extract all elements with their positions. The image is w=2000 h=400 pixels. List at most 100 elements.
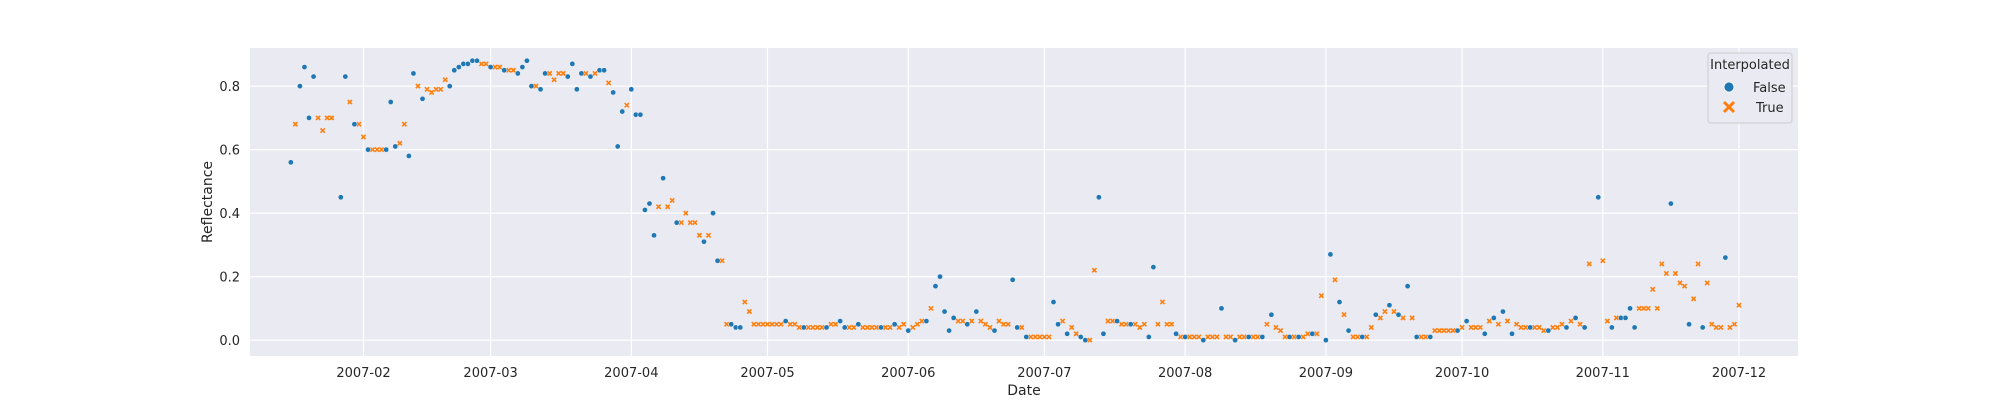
data-point-true <box>1227 334 1234 340</box>
data-point-true <box>1441 327 1447 334</box>
y-tick-label: 0.6 <box>219 144 240 159</box>
x-tick-label: 2007-08 <box>1158 366 1212 381</box>
legend-true-label: True <box>1755 101 1784 116</box>
data-point-false <box>1173 330 1179 337</box>
y-axis-label: Reflectance <box>200 161 216 243</box>
data-point-true <box>851 324 857 331</box>
data-point-true <box>1736 302 1742 308</box>
data-point-true <box>1236 334 1243 340</box>
data-point-true <box>1681 283 1688 289</box>
data-point-true <box>583 70 589 77</box>
data-point-true <box>1137 324 1143 331</box>
data-point-false <box>855 321 862 328</box>
data-point-false <box>1686 321 1692 328</box>
data-point-true <box>401 121 408 127</box>
data-point-true <box>1468 324 1474 331</box>
data-point-false <box>619 108 626 115</box>
data-point-false <box>1232 337 1238 343</box>
x-tick-label: 2007-06 <box>881 366 935 381</box>
data-point-false <box>1481 330 1488 337</box>
data-point-true <box>692 219 698 226</box>
data-point-true <box>896 324 902 331</box>
data-point-true <box>347 99 353 105</box>
data-point-true <box>1532 324 1538 331</box>
data-point-true <box>982 321 989 327</box>
legend-false-marker <box>1723 81 1735 93</box>
data-point-false <box>614 143 621 150</box>
data-point-false <box>1023 334 1030 340</box>
data-point-true <box>1586 261 1592 267</box>
data-point-true <box>510 67 516 73</box>
data-point-true <box>1513 321 1520 327</box>
data-point-true <box>1155 321 1161 327</box>
data-point-false <box>823 324 830 331</box>
data-point-false <box>1545 327 1552 334</box>
data-point-true <box>1709 321 1715 327</box>
data-point-true <box>1073 331 1079 337</box>
y-tick-label: 0.4 <box>219 207 240 222</box>
data-point-true <box>1273 324 1279 331</box>
data-point-true <box>546 70 553 77</box>
data-point-false <box>310 73 317 80</box>
data-point-false <box>1336 299 1343 305</box>
data-point-true <box>624 102 630 108</box>
data-point-true <box>773 321 780 327</box>
data-point-true <box>560 70 566 77</box>
data-point-false <box>878 324 884 331</box>
data-point-false <box>1373 311 1379 318</box>
data-point-false <box>651 232 657 239</box>
data-point-false <box>1096 194 1102 201</box>
data-point-true <box>329 115 335 121</box>
data-point-true <box>478 61 485 67</box>
data-point-true <box>1196 334 1202 340</box>
data-point-false <box>1150 264 1157 270</box>
data-point-false <box>1427 334 1434 340</box>
data-point-true <box>378 146 385 153</box>
data-point-true <box>873 324 880 331</box>
data-point-true <box>1118 321 1125 327</box>
data-point-false <box>891 321 898 328</box>
data-point-true <box>1041 334 1048 340</box>
data-point-true <box>1000 321 1007 327</box>
data-point-true <box>492 64 498 70</box>
data-point-false <box>937 273 943 280</box>
data-point-true <box>1518 324 1524 331</box>
data-point-false <box>383 146 389 153</box>
data-point-true <box>1164 321 1170 327</box>
data-point-false <box>964 321 971 328</box>
data-point-false <box>1595 194 1602 201</box>
data-point-true <box>1645 305 1651 312</box>
data-point-false <box>837 318 843 324</box>
data-point-true <box>810 324 816 331</box>
data-point-true <box>1305 331 1311 337</box>
data-point-false <box>1268 311 1275 318</box>
data-point-false <box>710 210 716 216</box>
data-point-true <box>1241 334 1247 340</box>
data-point-true <box>533 83 539 89</box>
data-point-false <box>1500 308 1506 315</box>
data-point-false <box>1491 315 1497 321</box>
data-point-true <box>669 197 675 204</box>
data-point-false <box>465 61 471 67</box>
data-point-true <box>978 318 984 324</box>
data-point-false <box>1413 334 1420 340</box>
data-point-false <box>1699 324 1706 331</box>
data-point-false <box>1245 334 1252 340</box>
x-tick-label: 2007-10 <box>1435 366 1489 381</box>
data-point-true <box>1504 318 1511 324</box>
data-point-true <box>914 321 920 327</box>
data-point-true <box>705 232 712 239</box>
data-point-true <box>719 258 725 264</box>
data-point-false <box>1146 334 1152 340</box>
data-point-false <box>714 257 721 264</box>
legend-true-marker <box>1722 100 1736 114</box>
data-point-false <box>578 70 585 77</box>
data-point-true <box>1214 334 1220 340</box>
x-tick-label: 2007-02 <box>336 366 390 381</box>
data-point-true <box>292 121 299 127</box>
data-point-true <box>1037 334 1043 340</box>
data-point-true <box>1659 261 1665 267</box>
data-point-true <box>1613 315 1620 321</box>
data-point-true <box>1473 324 1479 331</box>
data-point-false <box>782 318 789 324</box>
